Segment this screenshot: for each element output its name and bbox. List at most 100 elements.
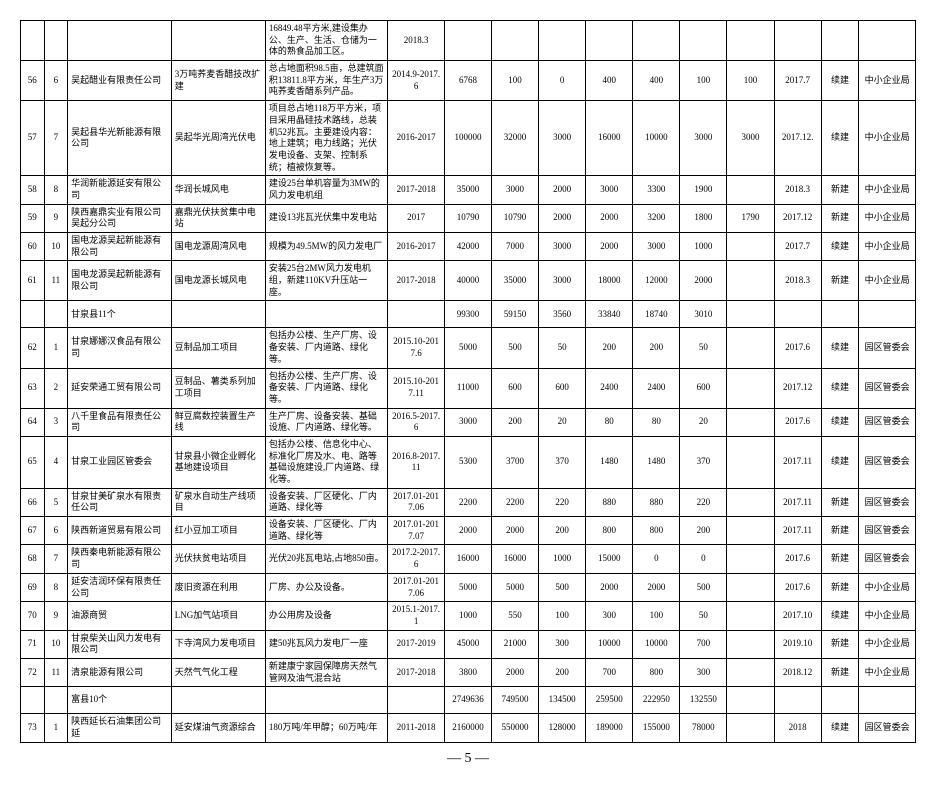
table-cell: 甘泉柴关山风力发电有限公司 [68, 630, 172, 658]
table-cell: 880 [633, 488, 680, 516]
table-cell [633, 21, 680, 61]
table-cell: 4 [44, 436, 68, 488]
table-cell: 35000 [491, 261, 538, 301]
table-cell: 2000 [491, 517, 538, 545]
table-cell: 6 [44, 61, 68, 101]
table-cell: 续建 [821, 602, 859, 630]
table-cell: 2017.11 [774, 517, 821, 545]
table-cell: 中小企业局 [859, 573, 916, 601]
table-cell: 2017-2019 [388, 630, 445, 658]
table-cell: 12000 [633, 261, 680, 301]
table-cell: 7 [44, 101, 68, 176]
table-cell: 2000 [539, 176, 586, 204]
table-cell: 200 [680, 517, 727, 545]
table-cell [171, 301, 265, 328]
table-cell: 132550 [680, 687, 727, 714]
table-cell: 废旧资源在利用 [171, 573, 265, 601]
table-cell [727, 301, 774, 328]
table-cell: 国电龙源吴起新能源有限公司 [68, 261, 172, 301]
table-cell: 1900 [680, 176, 727, 204]
table-cell: 59 [21, 204, 45, 232]
table-cell: 2 [44, 368, 68, 408]
table-cell: 370 [680, 436, 727, 488]
table-cell: 155000 [633, 714, 680, 742]
table-cell: 100 [727, 61, 774, 101]
table-cell [727, 658, 774, 686]
table-cell: 陕西秦电新能源有限公司 [68, 545, 172, 573]
table-cell: 吴起醋业有限责任公司 [68, 61, 172, 101]
table-cell [774, 21, 821, 61]
table-cell: 2017.7 [774, 233, 821, 261]
table-cell [821, 21, 859, 61]
table-cell: 新建 [821, 573, 859, 601]
table-cell: 2017.12 [774, 368, 821, 408]
table-cell: 57 [21, 101, 45, 176]
table-cell: 500 [680, 573, 727, 601]
table-cell: 1 [44, 328, 68, 368]
table-cell: 安装25台2MW风力发电机组，新建110KV升压站一座。 [265, 261, 387, 301]
table-cell: 国电龙源吴起新能源有限公司 [68, 233, 172, 261]
table-cell: 3000 [539, 101, 586, 176]
table-cell: 甘泉工业园区管委会 [68, 436, 172, 488]
table-cell: 2011-2018 [388, 714, 445, 742]
table-cell: 800 [633, 658, 680, 686]
table-cell: 10000 [633, 101, 680, 176]
table-cell: 200 [539, 658, 586, 686]
table-cell: 包括办公楼、信息化中心、标准化厂房及水、电、路等基础设施建设,厂内道路、绿化等。 [265, 436, 387, 488]
table-cell: 7 [44, 545, 68, 573]
table-cell: 下寺湾风力发电项目 [171, 630, 265, 658]
table-cell: 16849.48平方米,建设集办公、生产、生活、仓储为一体的熟食品加工区。 [265, 21, 387, 61]
table-cell: 2017-2018 [388, 658, 445, 686]
table-row: 698延安洁润环保有限责任公司废旧资源在利用厂房、办公及设备。2017.01-2… [21, 573, 916, 601]
table-cell: 5 [44, 488, 68, 516]
table-cell: 2017.11 [774, 436, 821, 488]
table-cell: 包括办公楼、生产厂房、设备安装、厂内道路、绿化等。 [265, 368, 387, 408]
table-cell: 6 [44, 517, 68, 545]
table-cell: 222950 [633, 687, 680, 714]
table-cell: 700 [586, 658, 633, 686]
table-cell: 富县10个 [68, 687, 172, 714]
table-cell: 128000 [539, 714, 586, 742]
table-cell: 200 [633, 328, 680, 368]
table-cell: 3 [44, 408, 68, 436]
table-row: 643八千里食品有限责任公司鲜豆腐数控装置生产线生产厂房、设备安装、基础设施、厂… [21, 408, 916, 436]
table-cell: 500 [539, 573, 586, 601]
table-cell: 73 [21, 714, 45, 742]
table-cell: 2017-2018 [388, 261, 445, 301]
table-cell: 8 [44, 176, 68, 204]
table-cell: 100 [491, 61, 538, 101]
table-cell: 2017.12. [774, 101, 821, 176]
table-cell [821, 301, 859, 328]
table-cell: 新建 [821, 545, 859, 573]
table-cell: 9 [44, 602, 68, 630]
table-cell: 1800 [680, 204, 727, 232]
table-cell: 矿泉水自动生产线项目 [171, 488, 265, 516]
table-cell: 延安煤油气资源综合 [171, 714, 265, 742]
table-cell: 豆制品、薯类系列加工项目 [171, 368, 265, 408]
table-cell: 陕西新道贸易有限公司 [68, 517, 172, 545]
table-cell [44, 21, 68, 61]
table-cell: 200 [491, 408, 538, 436]
table-cell: 100 [539, 602, 586, 630]
table-cell: 2015.1-2017.1 [388, 602, 445, 630]
table-cell: 99300 [444, 301, 491, 328]
table-cell: 3000 [633, 233, 680, 261]
table-cell: 2017.10 [774, 602, 821, 630]
table-cell: 200 [586, 328, 633, 368]
table-row: 7211清泉能源有限公司天然气气化工程新建康宁家园保障房天然气管网及油气混合站2… [21, 658, 916, 686]
table-cell: 新建 [821, 204, 859, 232]
table-cell: 新建 [821, 658, 859, 686]
table-cell: 100 [680, 61, 727, 101]
table-cell: 2014.9-2017.6 [388, 61, 445, 101]
table-cell: 500 [491, 328, 538, 368]
table-cell: 中小企业局 [859, 602, 916, 630]
table-cell: 42000 [444, 233, 491, 261]
table-cell: 800 [633, 517, 680, 545]
table-cell [388, 687, 445, 714]
table-cell: 100000 [444, 101, 491, 176]
table-cell: 续建 [821, 101, 859, 176]
table-cell: 设备安装、厂区硬化、厂内道路、绿化等 [265, 488, 387, 516]
table-cell: 华润新能源延安有限公司 [68, 176, 172, 204]
table-cell: 园区管委会 [859, 436, 916, 488]
table-cell: 陕西延长石油集团公司延 [68, 714, 172, 742]
